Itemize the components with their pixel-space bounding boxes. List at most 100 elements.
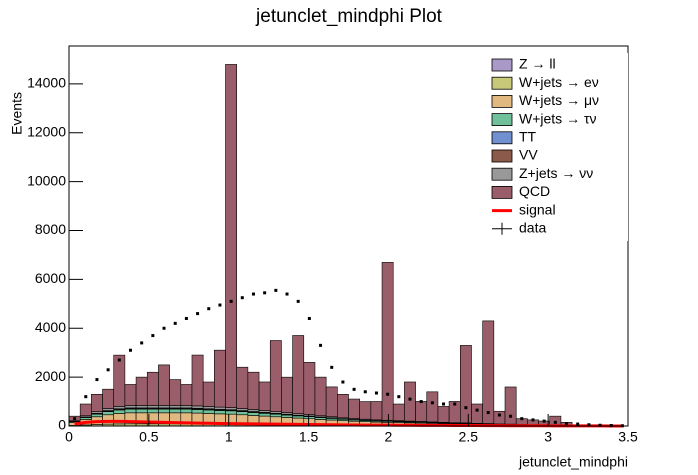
data-point <box>341 380 345 384</box>
histogram-bar <box>214 349 226 408</box>
histogram-bar <box>325 386 338 418</box>
data-point <box>374 391 378 395</box>
data-point <box>542 419 546 423</box>
data-point <box>229 299 233 303</box>
data-point <box>464 406 468 410</box>
histogram-bar <box>236 366 249 409</box>
data-point <box>576 422 580 426</box>
data-point <box>251 292 255 296</box>
data-point <box>486 411 490 415</box>
data-point <box>128 348 132 352</box>
data-point <box>520 417 524 421</box>
histogram-bar <box>113 409 126 414</box>
data-point <box>509 414 513 418</box>
histogram-bar <box>247 371 260 410</box>
data-point <box>184 316 188 320</box>
legend-swatch <box>491 76 513 90</box>
histogram-bar <box>337 394 349 419</box>
data-point <box>430 401 434 405</box>
legend-swatch <box>491 58 513 72</box>
histogram-bar <box>225 410 238 415</box>
histogram-bar <box>281 376 293 413</box>
histogram-bar <box>91 393 103 412</box>
histogram-bar <box>415 401 428 422</box>
histogram-bar <box>158 408 170 414</box>
histogram-bar <box>146 405 159 409</box>
x-tick-label: 2 <box>385 429 393 445</box>
histogram-bar <box>247 412 260 416</box>
histogram-bar <box>102 411 115 416</box>
y-tick-label: 4000 <box>35 319 66 335</box>
histogram-bar <box>381 262 394 421</box>
histogram-bar <box>225 64 238 408</box>
histogram-bar <box>437 406 450 423</box>
histogram-bar <box>281 414 293 418</box>
histogram-bar <box>124 408 137 414</box>
histogram-bar <box>202 381 215 407</box>
histogram-bar <box>269 413 282 418</box>
data-point <box>140 341 144 345</box>
histogram-bar <box>169 405 182 409</box>
histogram-bar <box>392 403 405 421</box>
y-axis-label: Events <box>9 92 25 135</box>
data-point <box>408 397 412 401</box>
data-point <box>386 392 390 396</box>
legend-swatch <box>491 149 513 163</box>
histogram-bar <box>191 409 204 414</box>
data-point <box>84 395 88 399</box>
legend-swatch <box>491 167 513 181</box>
x-tick-label: 3 <box>544 429 552 445</box>
y-tick-label: 0 <box>58 417 66 433</box>
data-point <box>475 408 479 412</box>
histogram-bar <box>370 401 383 421</box>
data-point <box>531 418 535 422</box>
x-tick-label: 1 <box>225 429 233 445</box>
histogram-bar <box>269 340 282 412</box>
y-tick-label: 8000 <box>35 221 66 237</box>
histogram-bar <box>214 406 226 410</box>
histogram-bar <box>135 376 148 406</box>
histogram-bar <box>124 384 137 406</box>
data-point <box>173 321 177 325</box>
data-point <box>319 343 323 347</box>
histogram-bar <box>79 403 92 417</box>
histogram-bar <box>292 415 305 419</box>
data-point <box>162 326 166 330</box>
histogram-bar <box>236 408 249 411</box>
histogram-bar <box>258 413 271 417</box>
data-point <box>352 387 356 391</box>
data-point <box>263 291 267 295</box>
data-point <box>587 423 591 427</box>
histogram-bar <box>135 408 148 414</box>
x-axis-label: jetunclet_mindphi <box>518 454 628 470</box>
histogram-bar <box>303 362 316 415</box>
legend-label: VV <box>519 147 538 163</box>
data-point <box>95 378 99 382</box>
histogram-bar <box>359 401 372 420</box>
data-point <box>73 417 77 421</box>
legend-label: Z+jets → νν <box>519 165 593 181</box>
data-point <box>218 303 222 307</box>
data-point <box>442 402 446 406</box>
data-point <box>497 413 501 417</box>
legend-label: data <box>519 220 546 236</box>
legend-swatch <box>491 131 513 145</box>
data-point <box>106 368 110 372</box>
legend-label: QCD <box>519 183 550 199</box>
data-point <box>330 365 334 369</box>
histogram-bar <box>348 398 360 419</box>
histogram-bar <box>102 408 115 411</box>
histogram-bar <box>191 405 204 409</box>
data-point <box>419 400 423 404</box>
data-point <box>151 334 155 338</box>
histogram-bar <box>202 406 215 410</box>
data-point <box>598 423 602 427</box>
histogram-bar <box>549 415 562 426</box>
histogram-bar <box>158 364 170 406</box>
histogram-bar <box>191 354 204 407</box>
histogram-bar <box>113 354 126 407</box>
legend-swatch <box>491 95 513 108</box>
histogram-bar <box>459 345 472 424</box>
x-tick-label: 0.5 <box>139 429 159 445</box>
